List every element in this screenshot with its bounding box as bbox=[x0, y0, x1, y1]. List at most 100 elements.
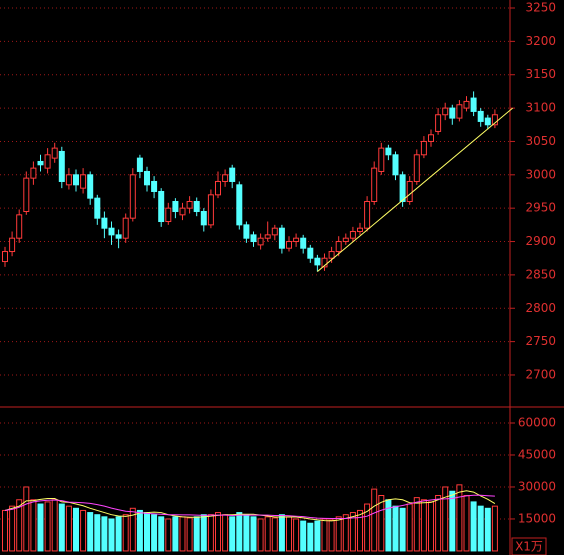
candle-body bbox=[349, 231, 356, 239]
candle-body bbox=[470, 97, 477, 112]
volume-bar bbox=[144, 512, 150, 552]
volume-bar bbox=[428, 501, 434, 552]
candle-body bbox=[16, 214, 23, 239]
volume-bar bbox=[257, 518, 264, 552]
candle-body bbox=[193, 200, 200, 213]
candle-body bbox=[37, 160, 44, 166]
volume-bar bbox=[399, 507, 406, 552]
y-tick-label: 3000 bbox=[525, 167, 556, 181]
volume-bar bbox=[2, 509, 8, 552]
candle-body bbox=[342, 237, 349, 243]
volume-bar bbox=[342, 514, 349, 552]
candle-body bbox=[307, 247, 314, 259]
volume-bar bbox=[406, 503, 413, 552]
candle-body bbox=[2, 251, 8, 263]
candle-body bbox=[87, 174, 94, 199]
volume-bar bbox=[378, 495, 385, 552]
unit-label: X1万 bbox=[515, 540, 543, 554]
volume-bar bbox=[222, 514, 229, 552]
volume-bar bbox=[179, 516, 186, 552]
candle-body bbox=[200, 211, 207, 226]
candle-body bbox=[293, 237, 300, 243]
candle-body bbox=[172, 200, 179, 213]
candle-body bbox=[449, 107, 456, 119]
volume-bar bbox=[357, 509, 363, 552]
volume-bar bbox=[207, 514, 214, 552]
volume-bar bbox=[293, 518, 300, 552]
candle-body bbox=[229, 167, 236, 182]
candle-body bbox=[94, 197, 101, 219]
candle-body bbox=[314, 257, 321, 266]
volume-bar bbox=[435, 495, 442, 552]
volume-bar bbox=[442, 486, 449, 552]
volume-bar bbox=[264, 516, 271, 552]
volume-bar bbox=[335, 516, 342, 552]
volume-bar bbox=[314, 520, 321, 552]
volume-bar bbox=[51, 499, 58, 552]
volume-bar bbox=[321, 518, 328, 552]
volume-bar bbox=[463, 495, 470, 552]
volume-bar bbox=[80, 509, 87, 552]
candle-body bbox=[250, 234, 257, 243]
y-tick-label: 3050 bbox=[525, 134, 556, 148]
volume-bar bbox=[172, 516, 179, 552]
volume-bar bbox=[16, 499, 23, 552]
candle-body bbox=[477, 110, 484, 122]
y-tick-label: 3200 bbox=[525, 34, 556, 48]
candle-body bbox=[300, 237, 307, 249]
candle-body bbox=[428, 134, 434, 142]
candle-body bbox=[179, 207, 186, 216]
y-tick-label: 2850 bbox=[525, 267, 556, 281]
volume-bar bbox=[101, 516, 108, 552]
y-tick-label: 2700 bbox=[525, 367, 556, 381]
volume-bar bbox=[470, 501, 477, 552]
candle-body bbox=[385, 147, 392, 156]
candle-body bbox=[108, 227, 115, 236]
candle-body bbox=[371, 167, 378, 202]
volume-bar bbox=[328, 519, 335, 552]
volume-bar bbox=[243, 514, 250, 552]
candle-body bbox=[65, 174, 72, 186]
y-tick-label: 30000 bbox=[518, 479, 556, 493]
volume-bar bbox=[371, 488, 378, 552]
candle-body bbox=[51, 147, 58, 159]
volume-bar bbox=[477, 505, 484, 552]
volume-bar bbox=[300, 520, 307, 552]
volume-bar bbox=[9, 505, 16, 552]
volume-bar bbox=[449, 490, 456, 552]
candle-body bbox=[122, 217, 129, 239]
candle-body bbox=[9, 237, 16, 253]
y-tick-label: 2800 bbox=[525, 301, 556, 315]
candle-body bbox=[413, 154, 420, 182]
candle-body bbox=[236, 184, 243, 226]
candle-body bbox=[357, 227, 363, 233]
candle-body bbox=[435, 114, 442, 132]
y-tick-label: 2750 bbox=[525, 334, 556, 348]
volume-bar bbox=[165, 518, 172, 552]
volume-bar bbox=[58, 503, 65, 552]
unit-box bbox=[511, 537, 547, 555]
candle-body bbox=[286, 241, 292, 249]
candle-body bbox=[278, 227, 285, 249]
candle-body bbox=[463, 100, 470, 109]
candle-body bbox=[129, 174, 136, 219]
volume-bar bbox=[349, 512, 356, 552]
volume-bar bbox=[87, 512, 94, 552]
candle-body bbox=[392, 154, 399, 176]
candle-body bbox=[335, 241, 342, 253]
candle-body bbox=[491, 114, 498, 126]
candle-body bbox=[30, 167, 37, 179]
volume-bar bbox=[23, 486, 30, 552]
candle-body bbox=[243, 224, 250, 239]
candle-body bbox=[115, 234, 122, 239]
volume-bar bbox=[484, 507, 491, 552]
volume-bar bbox=[271, 517, 278, 552]
volume-bar bbox=[115, 516, 122, 552]
volume-bar bbox=[250, 516, 257, 552]
volume-bar bbox=[392, 505, 399, 552]
volume-bar bbox=[30, 499, 37, 552]
y-tick-label: 2900 bbox=[525, 234, 556, 248]
candle-body bbox=[222, 174, 229, 182]
volume-bar bbox=[364, 503, 371, 552]
